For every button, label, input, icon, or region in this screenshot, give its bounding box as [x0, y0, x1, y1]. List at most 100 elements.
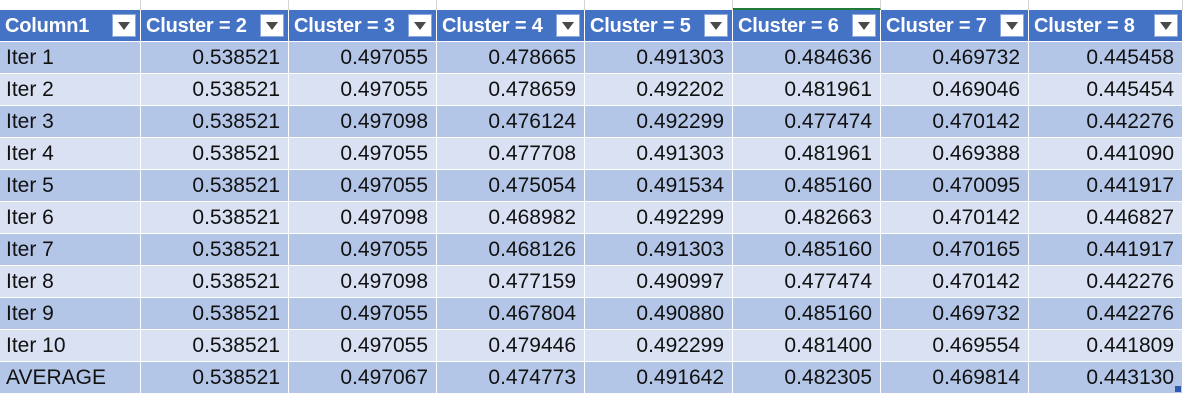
value-cell[interactable]: 0.470142 — [881, 106, 1029, 138]
value-cell[interactable]: 0.497055 — [289, 234, 437, 266]
value-cell[interactable]: 0.538521 — [141, 234, 289, 266]
column-letter-cell[interactable] — [289, 0, 437, 10]
header-cell[interactable]: Cluster = 6 — [733, 10, 881, 42]
row-label-cell[interactable]: Iter 5 — [0, 170, 141, 202]
value-cell[interactable]: 0.477474 — [733, 266, 881, 298]
row-label-cell[interactable]: AVERAGE — [0, 362, 141, 394]
value-cell[interactable]: 0.442276 — [1029, 106, 1183, 138]
value-cell[interactable]: 0.538521 — [141, 106, 289, 138]
value-cell[interactable]: 0.490880 — [585, 298, 733, 330]
value-cell[interactable]: 0.478665 — [437, 42, 585, 74]
row-label-cell[interactable]: Iter 3 — [0, 106, 141, 138]
filter-dropdown-button[interactable] — [852, 14, 876, 37]
header-cell[interactable]: Cluster = 8 — [1029, 10, 1183, 42]
value-cell[interactable]: 0.491303 — [585, 234, 733, 266]
value-cell[interactable]: 0.441090 — [1029, 138, 1183, 170]
filter-dropdown-button[interactable] — [1000, 14, 1024, 37]
value-cell[interactable]: 0.538521 — [141, 298, 289, 330]
value-cell[interactable]: 0.485160 — [733, 298, 881, 330]
value-cell[interactable]: 0.497098 — [289, 106, 437, 138]
row-label-cell[interactable]: Iter 9 — [0, 298, 141, 330]
row-label-cell[interactable]: Iter 7 — [0, 234, 141, 266]
value-cell[interactable]: 0.474773 — [437, 362, 585, 394]
value-cell[interactable]: 0.538521 — [141, 202, 289, 234]
value-cell[interactable]: 0.476124 — [437, 106, 585, 138]
value-cell[interactable]: 0.497055 — [289, 298, 437, 330]
header-cell[interactable]: Cluster = 3 — [289, 10, 437, 42]
column-letter-cell[interactable] — [437, 0, 585, 10]
value-cell[interactable]: 0.497055 — [289, 138, 437, 170]
header-cell[interactable]: Cluster = 4 — [437, 10, 585, 42]
value-cell[interactable]: 0.470142 — [881, 202, 1029, 234]
value-cell[interactable]: 0.538521 — [141, 170, 289, 202]
header-cell[interactable]: Cluster = 2 — [141, 10, 289, 42]
value-cell[interactable]: 0.538521 — [141, 266, 289, 298]
value-cell[interactable]: 0.467804 — [437, 298, 585, 330]
value-cell[interactable]: 0.482305 — [733, 362, 881, 394]
column-letter-cell[interactable] — [881, 0, 1029, 10]
value-cell[interactable]: 0.441917 — [1029, 170, 1183, 202]
header-cell[interactable]: Cluster = 5 — [585, 10, 733, 42]
value-cell[interactable]: 0.442276 — [1029, 266, 1183, 298]
value-cell[interactable]: 0.469732 — [881, 42, 1029, 74]
column-letter-cell[interactable] — [585, 0, 733, 10]
table-resize-handle[interactable] — [1175, 386, 1181, 392]
value-cell[interactable]: 0.538521 — [141, 138, 289, 170]
header-cell[interactable]: Column1 — [0, 10, 141, 42]
value-cell[interactable]: 0.470142 — [881, 266, 1029, 298]
value-cell[interactable]: 0.481400 — [733, 330, 881, 362]
value-cell[interactable]: 0.475054 — [437, 170, 585, 202]
value-cell[interactable]: 0.469554 — [881, 330, 1029, 362]
value-cell[interactable]: 0.497055 — [289, 330, 437, 362]
value-cell[interactable]: 0.492202 — [585, 74, 733, 106]
value-cell[interactable]: 0.442276 — [1029, 298, 1183, 330]
value-cell[interactable]: 0.446827 — [1029, 202, 1183, 234]
value-cell[interactable]: 0.482663 — [733, 202, 881, 234]
column-letter-cell[interactable] — [1029, 0, 1183, 10]
value-cell[interactable]: 0.491642 — [585, 362, 733, 394]
value-cell[interactable]: 0.497098 — [289, 202, 437, 234]
column-letter-cell[interactable] — [141, 0, 289, 10]
value-cell[interactable]: 0.445454 — [1029, 74, 1183, 106]
row-label-cell[interactable]: Iter 2 — [0, 74, 141, 106]
value-cell[interactable]: 0.443130 — [1029, 362, 1183, 394]
value-cell[interactable]: 0.468126 — [437, 234, 585, 266]
value-cell[interactable]: 0.485160 — [733, 234, 881, 266]
value-cell[interactable]: 0.468982 — [437, 202, 585, 234]
value-cell[interactable]: 0.469388 — [881, 138, 1029, 170]
row-label-cell[interactable]: Iter 10 — [0, 330, 141, 362]
value-cell[interactable]: 0.477474 — [733, 106, 881, 138]
value-cell[interactable]: 0.538521 — [141, 42, 289, 74]
value-cell[interactable]: 0.497055 — [289, 74, 437, 106]
column-letter-cell[interactable] — [733, 0, 881, 10]
value-cell[interactable]: 0.490997 — [585, 266, 733, 298]
value-cell[interactable]: 0.538521 — [141, 362, 289, 394]
filter-dropdown-button[interactable] — [1154, 14, 1178, 37]
value-cell[interactable]: 0.470095 — [881, 170, 1029, 202]
value-cell[interactable]: 0.478659 — [437, 74, 585, 106]
value-cell[interactable]: 0.477708 — [437, 138, 585, 170]
value-cell[interactable]: 0.538521 — [141, 74, 289, 106]
value-cell[interactable]: 0.479446 — [437, 330, 585, 362]
value-cell[interactable]: 0.481961 — [733, 138, 881, 170]
value-cell[interactable]: 0.470165 — [881, 234, 1029, 266]
value-cell[interactable]: 0.491303 — [585, 138, 733, 170]
filter-dropdown-button[interactable] — [556, 14, 580, 37]
value-cell[interactable]: 0.445458 — [1029, 42, 1183, 74]
value-cell[interactable]: 0.441917 — [1029, 234, 1183, 266]
value-cell[interactable]: 0.469732 — [881, 298, 1029, 330]
value-cell[interactable]: 0.491303 — [585, 42, 733, 74]
row-label-cell[interactable]: Iter 4 — [0, 138, 141, 170]
value-cell[interactable]: 0.481961 — [733, 74, 881, 106]
filter-dropdown-button[interactable] — [112, 14, 136, 37]
row-label-cell[interactable]: Iter 8 — [0, 266, 141, 298]
value-cell[interactable]: 0.497098 — [289, 266, 437, 298]
row-label-cell[interactable]: Iter 6 — [0, 202, 141, 234]
row-label-cell[interactable]: Iter 1 — [0, 42, 141, 74]
value-cell[interactable]: 0.485160 — [733, 170, 881, 202]
filter-dropdown-button[interactable] — [704, 14, 728, 37]
value-cell[interactable]: 0.469046 — [881, 74, 1029, 106]
value-cell[interactable]: 0.477159 — [437, 266, 585, 298]
value-cell[interactable]: 0.497067 — [289, 362, 437, 394]
filter-dropdown-button[interactable] — [408, 14, 432, 37]
